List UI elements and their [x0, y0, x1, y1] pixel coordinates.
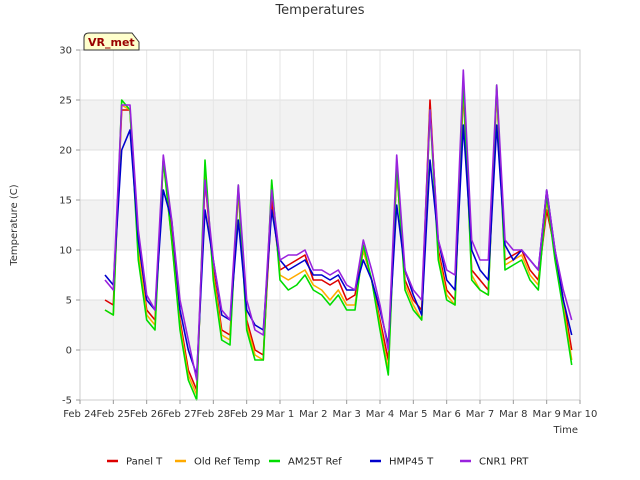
x-tick-label: Feb 26: [130, 409, 164, 420]
series-line-hmp45-t: [104, 124, 573, 376]
x-axis-label: Time: [553, 425, 578, 436]
y-tick-label: 5: [66, 296, 72, 307]
y-tick-label: 15: [59, 196, 72, 207]
series-lines: [104, 69, 573, 401]
plot-frame: [79, 49, 581, 401]
series-line-cnr1-prt: [104, 69, 573, 381]
x-tick-label: Feb 25: [97, 409, 131, 420]
grid-band: [80, 300, 580, 350]
plot-area: [79, 49, 581, 401]
y-tick-label: 10: [59, 246, 72, 257]
grid-band: [80, 200, 580, 250]
x-tick-label: Mar 10: [563, 409, 598, 420]
legend-label: Old Ref Temp: [194, 457, 260, 468]
legend-label: Panel T: [126, 457, 163, 468]
x-axis-ticks: Feb 24 Feb 25 Feb 26 Feb 27 Feb 28 Feb 29 Mar …: [63, 400, 597, 420]
grid-band: [80, 100, 580, 150]
y-tick-label: -5: [62, 396, 72, 407]
legend-label: CNR1 PRT: [479, 457, 529, 468]
x-tick-label: Mar 7: [466, 409, 494, 420]
x-tick-label: Mar 9: [532, 409, 560, 420]
y-tick-label: 0: [66, 346, 72, 357]
y-axis-label: Temperature (C): [9, 184, 20, 266]
legend-label: AM25T Ref: [288, 457, 342, 468]
x-tick-label: Mar 3: [332, 409, 360, 420]
x-tick-label: Mar 1: [266, 409, 294, 420]
legend: Panel T Old Ref Temp AM25T Ref HMP45 T CNR1 …: [107, 457, 529, 468]
x-tick-label: Mar 8: [499, 409, 527, 420]
y-axis-ticks: -5 0 5 10 15 20 25 30: [59, 46, 80, 407]
x-tick-label: Mar 4: [366, 409, 394, 420]
y-tick-label: 25: [59, 96, 72, 107]
x-tick-label: Mar 5: [399, 409, 427, 420]
badge-label: VR_met: [88, 36, 135, 49]
x-tick-label: Mar 2: [299, 409, 327, 420]
chart-title: Temperatures: [274, 3, 364, 18]
x-tick-label: Feb 24: [63, 409, 97, 420]
station-badge: VR_met: [83, 32, 140, 51]
y-tick-label: 30: [59, 46, 72, 57]
legend-label: HMP45 T: [389, 457, 434, 468]
x-tick-label: Feb 28: [197, 409, 231, 420]
y-tick-label: 20: [59, 146, 72, 157]
badge-shape: [83, 32, 140, 51]
x-tick-label: Mar 6: [432, 409, 460, 420]
x-tick-label: Feb 29: [230, 409, 264, 420]
x-tick-label: Feb 27: [163, 409, 197, 420]
